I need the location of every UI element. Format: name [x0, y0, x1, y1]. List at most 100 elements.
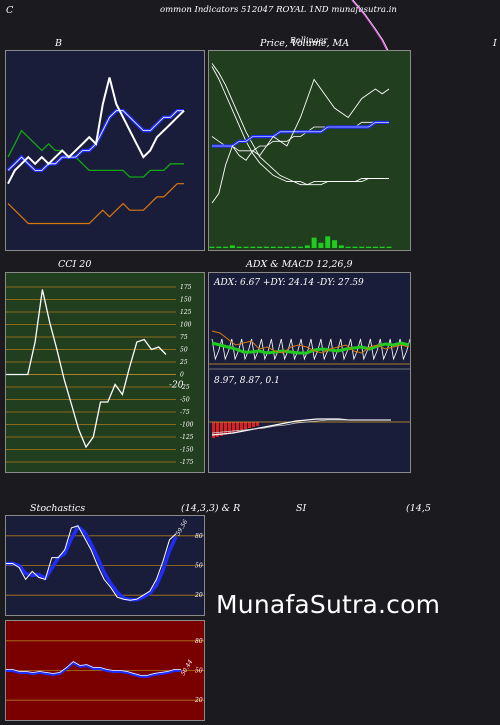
volume-bar	[243, 246, 249, 248]
adx-panel-label: ADX & MACD 12,26,9	[246, 259, 353, 270]
rsi-value-label: 50.44	[180, 658, 195, 677]
macd-histogram-bar	[256, 422, 259, 426]
macd-info-text: 8.97, 8.87, 0.1	[214, 376, 280, 386]
price-ma-blue-core	[212, 122, 389, 147]
rsi-white-line	[6, 661, 181, 676]
volume-bar	[298, 246, 303, 248]
price-panel-label: Price, Volume, MA	[260, 38, 350, 49]
macd-histogram-bar	[236, 422, 239, 432]
price-line	[211, 78, 390, 204]
rsi-params-label: (14,5	[406, 503, 431, 514]
stoch-tick-label: 80	[195, 533, 203, 540]
volume-bar	[386, 246, 392, 248]
volume-bar	[270, 246, 276, 248]
cci-tick-label: -175	[180, 459, 194, 466]
minus-dy-line	[211, 330, 410, 354]
stoch-chart: 80 50 20 59.56	[6, 518, 204, 602]
cci-panel-label: CCI 20	[58, 259, 92, 270]
adx-white-line	[211, 338, 411, 361]
volume-bar	[345, 246, 351, 248]
price-panel	[208, 50, 411, 251]
volume-bar	[352, 246, 358, 248]
volume-bar	[318, 242, 324, 248]
volume-bar	[379, 246, 385, 248]
bollinger-chart	[6, 77, 185, 225]
price-ma-blue	[212, 120, 389, 148]
volume-bar	[257, 246, 263, 248]
macd-histogram-bar	[240, 422, 243, 431]
volume-bar	[284, 246, 290, 248]
price-panel-overlay-label: Bollinger	[290, 36, 328, 45]
plus-dy-line	[211, 341, 410, 355]
cci-tick-label: 75	[180, 334, 188, 341]
volume-bar	[223, 246, 229, 248]
right-edge-letter: I	[493, 38, 497, 49]
volume-bar	[229, 245, 235, 248]
volume-bar	[338, 245, 344, 248]
stoch-panel: 80 50 20 59.56	[5, 515, 205, 616]
volume-bar	[325, 236, 331, 248]
stoch-params-label: (14,3,3) & R	[181, 503, 241, 514]
volume-bar	[216, 246, 222, 248]
cci-value-label: -20	[169, 381, 184, 391]
cci-tick-label: -75	[180, 409, 190, 416]
cci-tick-label: 125	[180, 309, 192, 316]
macd-histogram-bar	[232, 422, 235, 433]
cci-tick-label: -100	[180, 422, 194, 429]
cci-tick-label: -125	[180, 434, 194, 441]
bollinger-panel-label: B	[55, 38, 62, 49]
price-chart	[209, 63, 392, 248]
volume-bar	[366, 246, 372, 248]
macd-histogram-bar	[220, 422, 223, 436]
volume-bar	[332, 240, 338, 248]
header-left-letter: C	[6, 5, 14, 16]
macd-histogram-bar	[228, 422, 231, 434]
boll-lower-band	[7, 183, 184, 225]
adx-panel: ADX: 6.67 +DY: 24.14 -DY: 27.59 8.97, 8.8…	[208, 272, 411, 473]
watermark: MunafaSutra.com	[216, 590, 441, 619]
macd-histogram-bar	[244, 422, 247, 430]
cci-tick-label: 0	[180, 372, 184, 379]
chart-title: ommon Indicators 512047 ROYAL 1ND munafa…	[160, 5, 397, 15]
volume-bar	[209, 246, 215, 248]
cci-chart: 175 150 125 100 75 50 25 0 -25 -50 -75 -100 -125 -150…	[6, 284, 194, 466]
header-pink-line	[351, 0, 390, 53]
volume-bar	[277, 246, 283, 248]
rsi-label: SI	[296, 503, 307, 514]
boll-upper-band	[7, 129, 184, 178]
macd-histogram-bar	[252, 422, 255, 427]
macd-signal-line	[211, 419, 391, 434]
stoch-tick-label: 20	[194, 592, 203, 599]
volume-bar	[250, 246, 256, 248]
rsi-line	[6, 660, 181, 678]
bollinger-panel	[5, 50, 205, 251]
volume-bar	[304, 245, 310, 248]
cci-tick-label: 175	[180, 284, 192, 291]
cci-tick-label: 25	[179, 359, 188, 366]
price-long-ma-1	[211, 66, 389, 186]
volume-bar	[263, 246, 269, 248]
cci-tick-label: 100	[180, 322, 192, 329]
rsi-tick-label: 80	[195, 638, 203, 645]
stoch-value-label: 59.56	[175, 518, 190, 537]
rsi-tick-label: 50	[195, 668, 203, 675]
rsi-panel: 80 50 20 50.44	[5, 620, 205, 721]
volume-bar	[236, 246, 242, 248]
rsi-tick-label: 20	[194, 697, 203, 704]
macd-histogram-bar	[248, 422, 251, 429]
stoch-tick-label: 50	[195, 563, 203, 570]
stoch-k-line	[6, 525, 177, 601]
volume-bar	[291, 246, 297, 248]
price-ma-white	[211, 121, 389, 152]
cci-tick-label: -25	[180, 384, 190, 391]
boll-price-line	[7, 77, 185, 185]
macd-histogram-bar	[216, 422, 219, 437]
cci-tick-label: 150	[180, 297, 192, 304]
cci-panel: 175 150 125 100 75 50 25 0 -25 -50 -75 -100 -125 -150…	[5, 272, 205, 473]
volume-bar	[359, 246, 365, 248]
cci-line	[6, 289, 167, 449]
volume-bar	[372, 246, 378, 248]
adx-info-text: ADX: 6.67 +DY: 24.14 -DY: 27.59	[213, 278, 364, 288]
stoch-d-line	[6, 524, 178, 602]
price-long-ma-2	[211, 63, 389, 186]
